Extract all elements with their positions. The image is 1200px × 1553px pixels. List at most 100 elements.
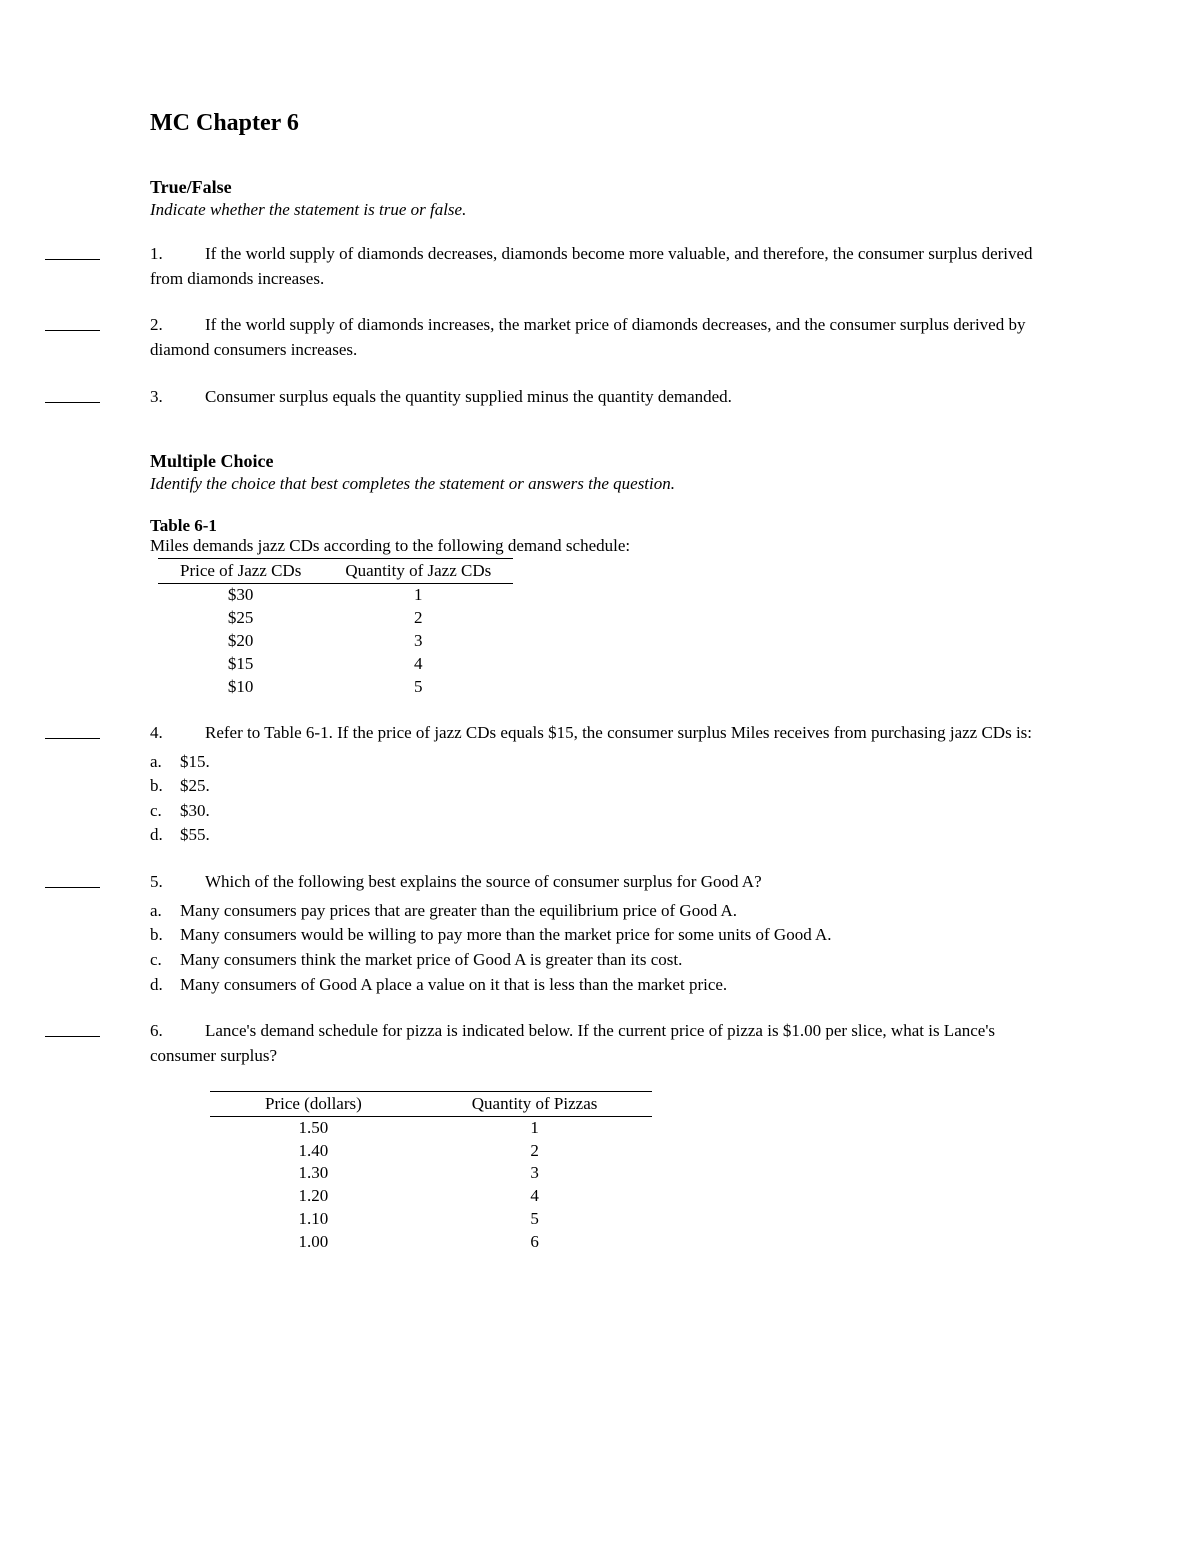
question-2: 2.If the world supply of diamonds increa… — [150, 313, 1050, 362]
choice-text: $25. — [180, 774, 210, 799]
table-row: 1.204 — [210, 1185, 652, 1208]
cell-qty: 3 — [417, 1162, 653, 1185]
choice-a[interactable]: a.$15. — [150, 750, 1050, 775]
table-1-title: Table 6-1 — [150, 516, 1050, 536]
cell-price: 1.40 — [210, 1140, 417, 1163]
table-2-col1: Price (dollars) — [210, 1091, 417, 1116]
choice-d[interactable]: d.$55. — [150, 823, 1050, 848]
question-body: Which of the following best explains the… — [205, 872, 762, 891]
question-text: 3.Consumer surplus equals the quantity s… — [150, 385, 1050, 410]
question-3: 3.Consumer surplus equals the quantity s… — [150, 385, 1050, 410]
answer-blank[interactable] — [45, 721, 100, 739]
cell-price: 1.30 — [210, 1162, 417, 1185]
choice-text: Many consumers would be willing to pay m… — [180, 923, 832, 948]
choice-b[interactable]: b.Many consumers would be willing to pay… — [150, 923, 1050, 948]
question-6: 6.Lance's demand schedule for pizza is i… — [150, 1019, 1050, 1068]
question-number: 1. — [150, 242, 205, 267]
cell-qty: 3 — [323, 630, 513, 653]
question-body: Refer to Table 6-1. If the price of jazz… — [205, 723, 1032, 742]
choice-c[interactable]: c.Many consumers think the market price … — [150, 948, 1050, 973]
choice-letter: a. — [150, 750, 180, 775]
question-body: If the world supply of diamonds decrease… — [150, 244, 1033, 288]
tf-subheading: Indicate whether the statement is true o… — [150, 200, 1050, 220]
cell-price: $30 — [158, 584, 323, 607]
cell-qty: 5 — [417, 1208, 653, 1231]
choice-letter: b. — [150, 774, 180, 799]
question-text: 1.If the world supply of diamonds decrea… — [150, 242, 1050, 291]
cell-price: $25 — [158, 607, 323, 630]
table-row: $105 — [158, 676, 513, 699]
question-5: 5.Which of the following best explains t… — [150, 870, 1050, 997]
question-text: 5.Which of the following best explains t… — [150, 870, 1050, 895]
choices: a.Many consumers pay prices that are gre… — [150, 899, 1050, 998]
cell-qty: 4 — [323, 653, 513, 676]
question-number: 3. — [150, 385, 205, 410]
page-title: MC Chapter 6 — [150, 110, 1050, 137]
table-row: $203 — [158, 630, 513, 653]
mc-heading: Multiple Choice — [150, 451, 1050, 472]
cell-qty: 1 — [323, 584, 513, 607]
answer-blank[interactable] — [45, 1019, 100, 1037]
answer-blank[interactable] — [45, 870, 100, 888]
choice-text: Many consumers think the market price of… — [180, 948, 682, 973]
question-text: 6.Lance's demand schedule for pizza is i… — [150, 1019, 1050, 1068]
cell-qty: 4 — [417, 1185, 653, 1208]
cell-price: 1.00 — [210, 1231, 417, 1254]
answer-blank[interactable] — [45, 313, 100, 331]
choice-text: Many consumers pay prices that are great… — [180, 899, 737, 924]
table-1-col1: Price of Jazz CDs — [158, 559, 323, 584]
cell-price: 1.50 — [210, 1116, 417, 1139]
table-1: Price of Jazz CDs Quantity of Jazz CDs $… — [158, 558, 513, 699]
table-row: $252 — [158, 607, 513, 630]
cell-qty: 5 — [323, 676, 513, 699]
table-row: 1.105 — [210, 1208, 652, 1231]
choice-c[interactable]: c.$30. — [150, 799, 1050, 824]
question-1: 1.If the world supply of diamonds decrea… — [150, 242, 1050, 291]
question-body: Lance's demand schedule for pizza is ind… — [150, 1021, 995, 1065]
tf-heading: True/False — [150, 177, 1050, 198]
choice-letter: c. — [150, 948, 180, 973]
table-row: 1.402 — [210, 1140, 652, 1163]
question-text: 4.Refer to Table 6-1. If the price of ja… — [150, 721, 1050, 746]
choices: a.$15. b.$25. c.$30. d.$55. — [150, 750, 1050, 849]
answer-blank[interactable] — [45, 242, 100, 260]
cell-price: $20 — [158, 630, 323, 653]
choice-text: $15. — [180, 750, 210, 775]
table-2-col2: Quantity of Pizzas — [417, 1091, 653, 1116]
table-row: 1.501 — [210, 1116, 652, 1139]
mc-subheading: Identify the choice that best completes … — [150, 474, 1050, 494]
cell-qty: 6 — [417, 1231, 653, 1254]
cell-qty: 2 — [323, 607, 513, 630]
choice-a[interactable]: a.Many consumers pay prices that are gre… — [150, 899, 1050, 924]
table-row: $301 — [158, 584, 513, 607]
cell-price: 1.20 — [210, 1185, 417, 1208]
choice-letter: d. — [150, 823, 180, 848]
table-row: $154 — [158, 653, 513, 676]
choice-text: $30. — [180, 799, 210, 824]
table-1-col2: Quantity of Jazz CDs — [323, 559, 513, 584]
question-number: 4. — [150, 721, 205, 746]
question-body: Consumer surplus equals the quantity sup… — [205, 387, 732, 406]
answer-blank[interactable] — [45, 385, 100, 403]
cell-qty: 1 — [417, 1116, 653, 1139]
cell-price: $15 — [158, 653, 323, 676]
question-body: If the world supply of diamonds increase… — [150, 315, 1025, 359]
choice-letter: d. — [150, 973, 180, 998]
document-page: MC Chapter 6 True/False Indicate whether… — [0, 0, 1200, 1553]
table-row: 1.006 — [210, 1231, 652, 1254]
question-text: 2.If the world supply of diamonds increa… — [150, 313, 1050, 362]
choice-d[interactable]: d.Many consumers of Good A place a value… — [150, 973, 1050, 998]
choice-letter: b. — [150, 923, 180, 948]
question-number: 2. — [150, 313, 205, 338]
choice-letter: c. — [150, 799, 180, 824]
table-2: Price (dollars) Quantity of Pizzas 1.501… — [210, 1091, 652, 1255]
cell-qty: 2 — [417, 1140, 653, 1163]
cell-price: 1.10 — [210, 1208, 417, 1231]
choice-text: Many consumers of Good A place a value o… — [180, 973, 727, 998]
choice-text: $55. — [180, 823, 210, 848]
question-number: 6. — [150, 1019, 205, 1044]
cell-price: $10 — [158, 676, 323, 699]
choice-b[interactable]: b.$25. — [150, 774, 1050, 799]
question-number: 5. — [150, 870, 205, 895]
table-1-caption: Miles demands jazz CDs according to the … — [150, 536, 1050, 556]
